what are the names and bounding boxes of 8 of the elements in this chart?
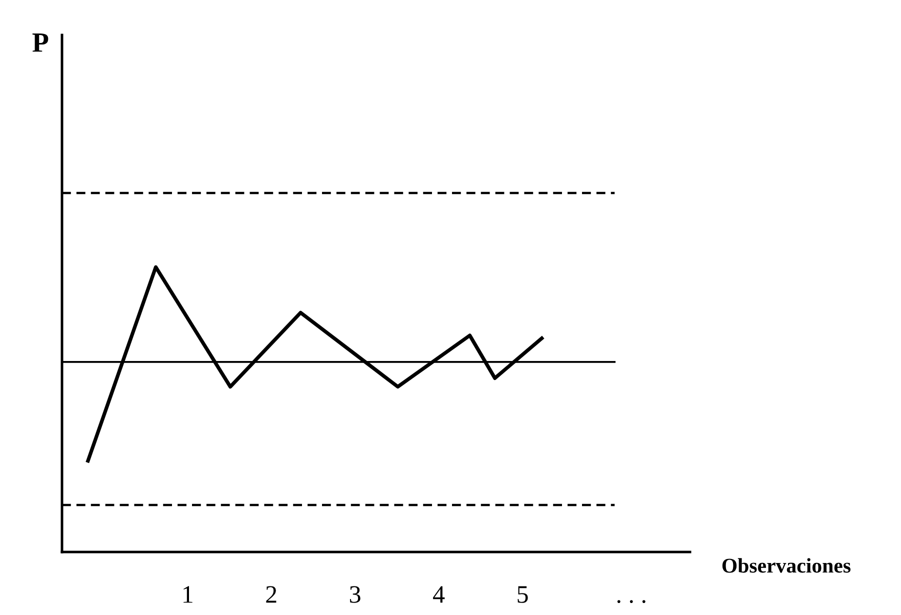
x-tick-label: 4 <box>433 586 445 603</box>
x-tick-label: 3 <box>350 586 360 603</box>
x-axis-title: Observaciones <box>722 558 851 573</box>
x-tick-label: 1 <box>184 586 192 603</box>
text: P <box>32 33 48 52</box>
x-tick-label: 5 <box>518 586 528 603</box>
x-tick-label: . . . <box>617 600 646 604</box>
x-tick-label: 2 <box>266 586 276 603</box>
